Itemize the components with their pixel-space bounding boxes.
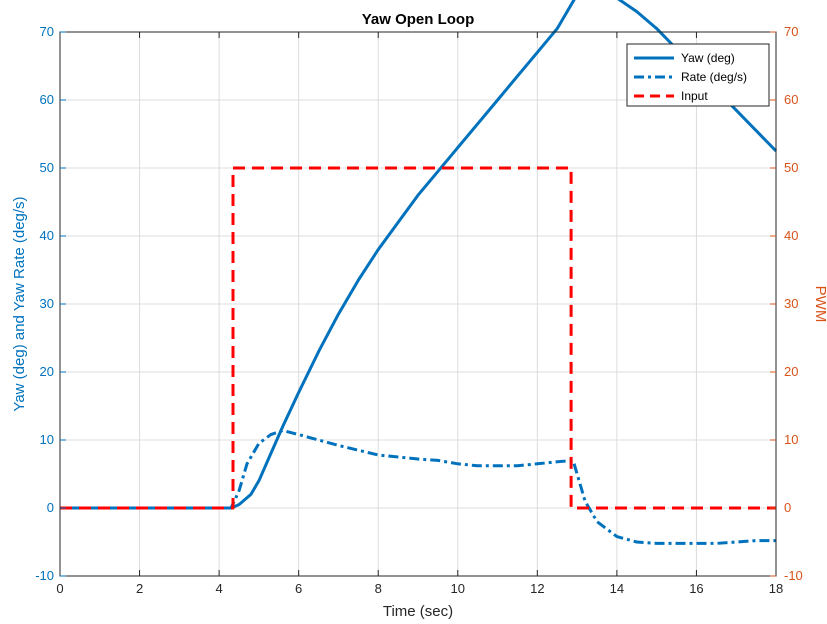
y-left-tick-label: 30 xyxy=(40,296,54,311)
legend: Yaw (deg) Rate (deg/s) Input xyxy=(626,43,770,107)
ticks: 0 2 4 6 8 10 12 14 16 18-10010203040506070-100102… xyxy=(35,24,803,596)
series-group xyxy=(60,0,778,545)
series-line-input xyxy=(60,166,776,510)
y-left-tick-label: 60 xyxy=(40,92,54,107)
legend-label-yaw: Yaw (deg) xyxy=(681,51,735,65)
y-right-tick-label: 50 xyxy=(784,160,798,175)
y-left-tick-label: 50 xyxy=(40,160,54,175)
legend-label-rate: Rate (deg/s) xyxy=(681,70,747,84)
y-left-tick-label: 70 xyxy=(40,24,54,39)
y-right-tick-label: 70 xyxy=(784,24,798,39)
x-tick-label: 4 xyxy=(215,581,222,596)
y-right-tick-label: -10 xyxy=(784,568,803,583)
x-tick-label: 6 xyxy=(295,581,302,596)
legend-label-input: Input xyxy=(681,89,708,103)
y-right-tick-label: 30 xyxy=(784,296,798,311)
x-tick-label: 2 xyxy=(136,581,143,596)
y-axis-label-right: PWM xyxy=(812,286,827,323)
x-axis-label: Time (sec) xyxy=(383,603,453,620)
x-tick-label: 8 xyxy=(375,581,382,596)
y-axis-label-left: Yaw (deg) and Yaw Rate (deg/s) xyxy=(11,196,28,411)
x-tick-label: 14 xyxy=(610,581,624,596)
y-left-tick-label: 0 xyxy=(47,500,54,515)
series-line-rate xyxy=(60,429,776,545)
y-right-tick-label: 40 xyxy=(784,228,798,243)
y-left-tick-label: 20 xyxy=(40,364,54,379)
y-right-tick-label: 0 xyxy=(784,500,791,515)
y-right-tick-label: 10 xyxy=(784,432,798,447)
x-tick-label: 16 xyxy=(689,581,703,596)
y-left-tick-label: -10 xyxy=(35,568,54,583)
series-line-yaw xyxy=(60,0,778,510)
x-tick-label: 18 xyxy=(769,581,783,596)
x-tick-label: 0 xyxy=(56,581,63,596)
y-left-tick-label: 10 xyxy=(40,432,54,447)
x-tick-label: 12 xyxy=(530,581,544,596)
x-tick-label: 10 xyxy=(451,581,465,596)
y-right-tick-label: 20 xyxy=(784,364,798,379)
y-right-tick-label: 60 xyxy=(784,92,798,107)
chart-title: Yaw Open Loop xyxy=(362,11,475,28)
y-left-tick-label: 40 xyxy=(40,228,54,243)
